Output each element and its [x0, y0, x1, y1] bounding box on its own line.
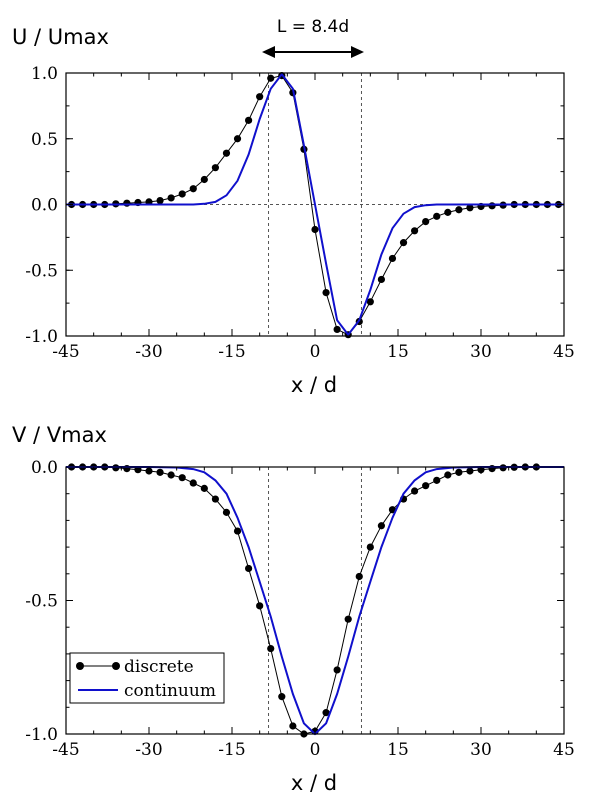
y-axis-label: V / Vmax: [12, 423, 107, 447]
x-tick-label: -30: [135, 342, 162, 362]
x-tick-label: -15: [218, 342, 245, 362]
data-point: [444, 208, 452, 216]
y-axis-label: U / Umax: [12, 25, 109, 49]
data-point: [377, 275, 385, 284]
x-tick-label: 30: [470, 740, 492, 760]
x-tick-label: 0: [310, 740, 321, 760]
data-point: [455, 206, 463, 214]
x-axis-label: x / d: [291, 373, 337, 397]
data-point: [189, 185, 197, 193]
y-tick-label: -0.5: [25, 592, 58, 612]
data-point: [399, 239, 408, 247]
data-point: [455, 468, 463, 476]
data-point: [466, 467, 474, 475]
data-point: [156, 468, 164, 476]
data-point: [278, 693, 286, 701]
length-arrow: [262, 46, 364, 58]
x-tick-label: -45: [52, 342, 79, 362]
data-point: [222, 149, 231, 157]
data-point: [233, 527, 242, 535]
data-point: [167, 194, 175, 202]
chart-v-panel: V / Vmax x / d discrete continuum -45 -30…: [12, 423, 575, 795]
data-point: [377, 522, 385, 530]
data-point: [211, 164, 219, 172]
y-tick-label: -1.0: [25, 327, 58, 347]
data-point: [322, 709, 330, 717]
data-point: [267, 74, 275, 82]
x-tick-label: -45: [52, 740, 79, 760]
data-point: [167, 471, 175, 479]
y-tick-label: 1.0: [31, 64, 58, 84]
length-annotation: L = 8.4d: [277, 17, 349, 37]
data-point: [245, 116, 253, 124]
legend-label-discrete: discrete: [124, 657, 194, 677]
data-point: [256, 602, 264, 610]
y-tick-label: -0.5: [25, 261, 58, 281]
data-point: [433, 212, 441, 220]
y-tick-label: 0.5: [31, 130, 58, 150]
data-point: [322, 289, 330, 297]
data-point: [488, 202, 496, 210]
chart-u-panel: U / Umax x / d L = 8.4d -45 -30 -15 0 15 30 45…: [12, 17, 575, 397]
x-tick-label: -30: [135, 740, 162, 760]
data-point: [366, 543, 374, 551]
data-point: [411, 487, 419, 495]
x-tick-label: 45: [553, 342, 575, 362]
data-point: [333, 666, 341, 674]
data-point: [444, 471, 452, 479]
series-line-continuum: [66, 72, 564, 337]
data-point: [355, 572, 363, 581]
y-tick-label: 0.0: [31, 196, 58, 216]
data-point: [422, 217, 430, 226]
x-tick-label: 30: [470, 342, 492, 362]
data-point: [433, 476, 441, 484]
data-point: [388, 254, 397, 263]
data-point: [178, 190, 186, 198]
data-point: [156, 196, 164, 205]
data-point: [289, 722, 297, 730]
x-tick-label: 0: [310, 342, 321, 362]
data-point: [200, 175, 208, 184]
data-point: [123, 199, 131, 207]
data-point: [267, 644, 275, 653]
data-point: [245, 564, 253, 573]
data-point: [466, 204, 474, 212]
x-tick-label: -15: [218, 740, 245, 760]
legend-label-continuum: continuum: [124, 681, 216, 701]
data-point: [344, 615, 352, 623]
legend: discrete continuum: [69, 652, 225, 704]
x-tick-label: 15: [387, 740, 409, 760]
x-tick-label: 45: [553, 740, 575, 760]
data-point: [222, 508, 231, 516]
data-point: [333, 325, 341, 334]
data-point: [233, 135, 242, 143]
data-point: [311, 225, 319, 234]
data-point: [200, 484, 208, 492]
data-point: [211, 495, 219, 503]
data-point: [366, 298, 374, 306]
y-tick-label: 0.0: [31, 458, 58, 478]
data-point: [256, 93, 264, 101]
plot-area: [66, 72, 564, 339]
y-tick-label: -1.0: [25, 725, 58, 745]
data-point: [178, 474, 186, 482]
data-point: [411, 227, 419, 235]
x-axis-label: x / d: [291, 771, 337, 795]
x-tick-label: 15: [387, 342, 409, 362]
data-point: [189, 479, 197, 487]
data-point: [422, 482, 430, 490]
